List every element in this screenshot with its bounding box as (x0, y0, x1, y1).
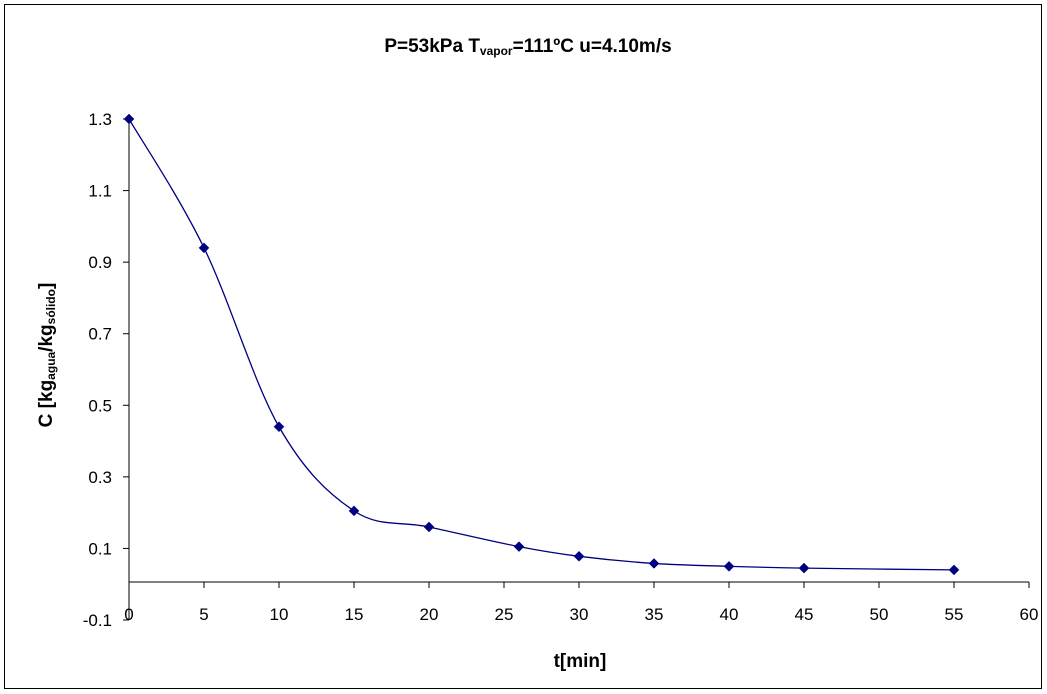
series-line (128, 118, 955, 571)
data-point (648, 558, 660, 569)
y-tick-label: 1.3 (88, 110, 112, 129)
y-tick-label: 0.3 (88, 468, 112, 487)
x-tick-label: 20 (420, 605, 439, 624)
y-axis-label-part-1: C [kg (36, 380, 57, 428)
x-tick-label: 55 (945, 605, 964, 624)
y-axis-label-part-3: ] (36, 283, 57, 289)
x-axis-label: t[min] (554, 651, 607, 672)
chart-title: P=53kPa Tvapor=111ºC u=4.10m/s (384, 36, 671, 58)
data-point (273, 421, 285, 433)
data-point (198, 242, 210, 254)
y-tick-label: 0.9 (88, 253, 112, 272)
x-tick-label: 35 (645, 605, 664, 624)
x-tick-label: 60 (1020, 605, 1039, 624)
x-tick-label: 45 (795, 605, 814, 624)
data-point (948, 564, 960, 576)
axis-tick-labels: -0.1 0.1 0.3 0.5 0.7 0.9 1.1 1.3 0 5 10 15 20 25 30 35 4… (83, 110, 1039, 630)
x-tick-label: 5 (199, 605, 208, 624)
x-tick-label: 0 (124, 605, 133, 624)
y-tick-label: 1.1 (88, 182, 112, 201)
x-tick-label: 25 (495, 605, 514, 624)
data-point (573, 550, 585, 562)
chart-frame (4, 4, 1042, 689)
chart-title-part-2: =111ºC u=4.10m/s (513, 36, 672, 57)
y-tick-label: -0.1 (83, 611, 112, 630)
y-axis-label-subscript-2: sólido (44, 289, 58, 324)
data-point (423, 521, 435, 533)
y-tick-label: 0.1 (88, 539, 112, 558)
series-layer (123, 113, 960, 576)
x-tick-label: 40 (720, 605, 739, 624)
chart-title-part-1: P=53kPa T (384, 36, 480, 57)
data-point (723, 560, 735, 572)
chart-title-subscript: vapor (480, 44, 513, 58)
data-point (348, 505, 360, 517)
y-tick-label: 0.5 (88, 396, 112, 415)
x-tick-label: 50 (870, 605, 889, 624)
x-tick-label: 15 (345, 605, 364, 624)
axis-ticks (123, 118, 1030, 621)
y-axis-label: C [kgagua/kgsólido] (36, 283, 58, 428)
y-axis-label-part-2: /kg (36, 324, 57, 351)
y-tick-label: 0.7 (88, 325, 112, 344)
data-point (123, 113, 135, 125)
x-tick-label: 10 (270, 605, 289, 624)
x-tick-label: 30 (570, 605, 589, 624)
y-axis-label-subscript-1: agua (44, 351, 58, 379)
data-point (513, 541, 525, 552)
data-point (798, 562, 810, 574)
